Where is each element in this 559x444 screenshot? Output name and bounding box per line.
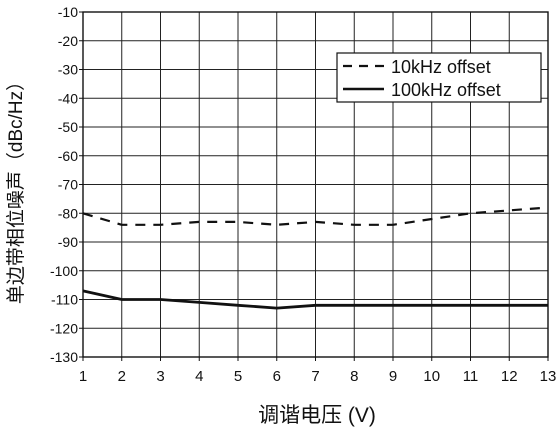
x-tick-label: 2: [118, 368, 126, 385]
y-tick-labels: -10 -20 -30 -40 -50 -60 -70 -80 -90 -100 -110 -120 -…: [50, 4, 78, 365]
x-tick-label: 12: [501, 368, 518, 385]
y-tick-label: -100: [50, 263, 78, 279]
y-tick-label: -80: [58, 205, 78, 221]
x-tick-label: 11: [463, 368, 479, 385]
x-tick-label: 4: [195, 368, 203, 385]
y-tick-label: -130: [50, 349, 78, 365]
x-tick-label: 9: [389, 368, 397, 385]
x-tick-label: 13: [540, 368, 557, 385]
y-tick-label: -50: [58, 119, 78, 135]
x-tick-label: 7: [311, 368, 319, 385]
x-axis-title: 调谐电压 (V): [258, 404, 376, 427]
legend: 10kHz offset 100kHz offset: [337, 53, 541, 102]
x-tick-label: 3: [156, 368, 164, 385]
y-tick-label: -20: [58, 33, 78, 49]
y-axis-title: 单边带相位噪声（dBc/Hz）: [5, 72, 27, 304]
x-tick-label: 8: [350, 368, 358, 385]
y-tick-label: -60: [58, 148, 78, 164]
x-tick-label: 1: [79, 368, 87, 385]
y-tick-label: -90: [58, 234, 78, 250]
x-tick-label: 6: [273, 368, 281, 385]
x-tick-label: 10: [423, 368, 440, 385]
legend-label-100khz: 100kHz offset: [391, 80, 501, 100]
y-tick-label: -40: [58, 90, 78, 106]
y-tick-label: -120: [50, 320, 78, 336]
legend-label-10khz: 10kHz offset: [391, 57, 491, 77]
x-tick-label: 5: [234, 368, 242, 385]
y-tick-label: -110: [51, 292, 78, 308]
y-tick-label: -10: [58, 4, 78, 20]
y-tick-label: -70: [58, 177, 78, 193]
y-tick-label: -30: [58, 62, 78, 78]
